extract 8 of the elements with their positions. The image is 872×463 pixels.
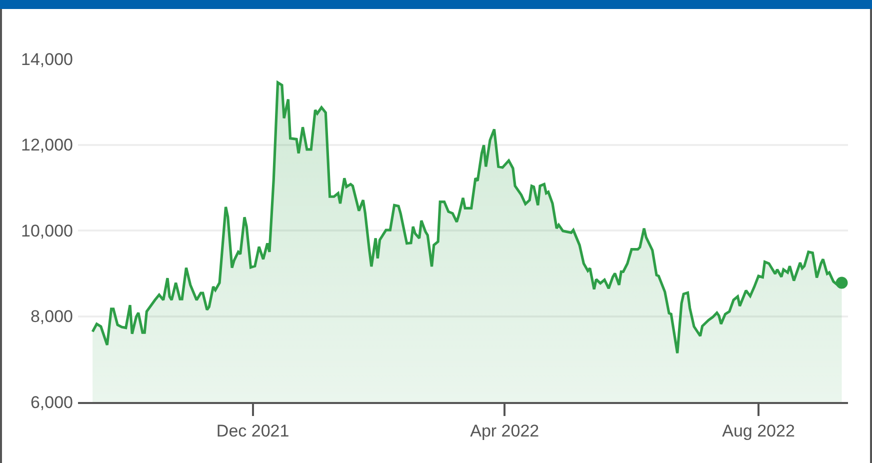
x-tick-label: Dec 2021	[216, 421, 290, 440]
y-tick-label: 14,000	[21, 50, 73, 69]
y-tick-label: 8,000	[30, 307, 73, 326]
y-tick-label: 10,000	[21, 221, 73, 240]
y-tick-label: 12,000	[21, 136, 73, 155]
x-tick-label: Apr 2022	[470, 421, 540, 440]
y-tick-label: 6,000	[30, 392, 73, 412]
x-tick-label: Aug 2022	[722, 421, 795, 440]
